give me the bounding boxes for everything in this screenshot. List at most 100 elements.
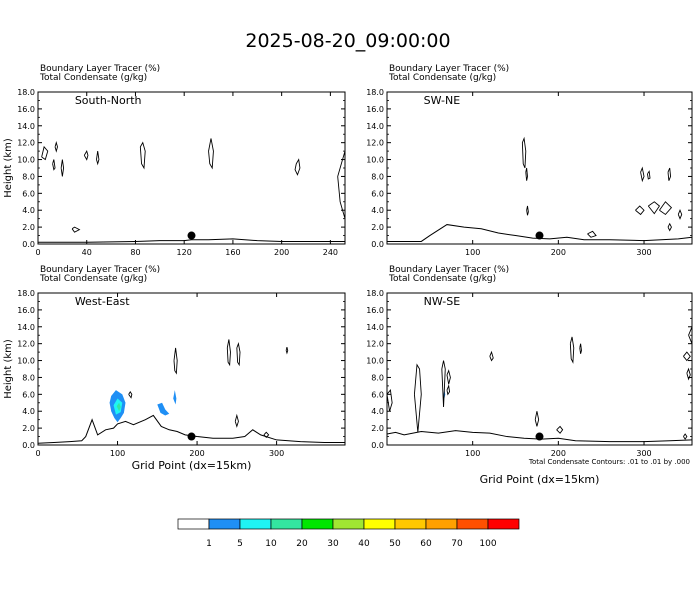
tracer-contour: [683, 351, 691, 362]
y-tick-label: 12.0: [366, 139, 384, 148]
tracer-contour: [526, 205, 529, 216]
y-tick-label: 14.0: [366, 323, 384, 332]
panel-frame: [37, 292, 346, 446]
panel-direction-label: West-East: [75, 295, 130, 308]
x-tick-label: 100: [465, 248, 480, 257]
y-tick-label: 2.0: [22, 424, 35, 433]
y-tick-label: 0.0: [22, 240, 35, 249]
colorbar-label: 100: [479, 539, 496, 549]
x-tick-label: 300: [636, 248, 651, 257]
y-tick-label: 14.0: [17, 122, 35, 131]
tracer-contour: [441, 360, 446, 408]
colorbar-label: 30: [327, 539, 339, 549]
x-tick-label: 0: [35, 449, 40, 458]
x-tick-label: 300: [636, 449, 651, 458]
tracer-contour: [71, 226, 81, 233]
contour-footnote: Total Condensate Contours: .01 to .01 by…: [528, 458, 690, 466]
y-tick-label: 4.0: [371, 407, 384, 416]
colorbar-swatch: [394, 518, 427, 530]
panel-frame: [386, 292, 693, 446]
x-axis-label: Grid Point (dx=15km): [132, 459, 252, 472]
y-tick-label: 2.0: [371, 424, 384, 433]
colorbar-swatch: [487, 518, 520, 530]
location-marker: [187, 231, 196, 240]
page-title: 2025-08-20_09:00:00: [245, 30, 451, 52]
y-tick-label: 14.0: [17, 323, 35, 332]
tracer-contour: [569, 336, 575, 364]
tracer-contour: [96, 151, 100, 166]
y-tick-label: 10.0: [366, 357, 384, 366]
panel-var2-label: Total Condensate (g/kg): [39, 274, 147, 284]
y-tick-label: 0.0: [22, 441, 35, 450]
y-tick-label: 8.0: [22, 373, 35, 382]
tracer-contour: [294, 158, 301, 176]
y-tick-label: 6.0: [371, 390, 384, 399]
x-tick-label: 300: [269, 449, 284, 458]
colorbar-swatch: [239, 518, 272, 530]
panel-var1-label: Boundary Layer Tracer (%): [40, 265, 160, 275]
y-tick-label: 18.0: [17, 289, 35, 298]
tracer-contour: [386, 389, 393, 412]
tracer-contour: [413, 363, 422, 433]
panel-var1-label: Boundary Layer Tracer (%): [389, 265, 509, 275]
panel-var2-label: Total Condensate (g/kg): [388, 73, 496, 83]
colorbar-label: 20: [296, 539, 308, 549]
tracer-contour: [234, 413, 239, 428]
colorbar-swatch: [363, 518, 396, 530]
terrain-line: [387, 224, 693, 242]
panel-frame: [37, 91, 346, 245]
y-tick-label: 2.0: [22, 223, 35, 232]
x-tick-label: 80: [130, 248, 140, 257]
location-marker: [535, 432, 544, 441]
chart-panel-4: Boundary Layer Tracer (%) Total Condensat…: [366, 265, 693, 486]
colorbar-swatch: [425, 518, 458, 530]
y-axis-label: Height (km): [3, 138, 14, 198]
panel-direction-label: SW-NE: [424, 94, 461, 107]
y-tick-label: 10.0: [17, 357, 35, 366]
y-tick-label: 16.0: [17, 306, 35, 315]
colorbar-label: 50: [389, 539, 401, 549]
tracer-contour: [139, 141, 146, 170]
y-tick-label: 14.0: [366, 122, 384, 131]
tracer-contour: [534, 411, 540, 427]
y-tick-label: 6.0: [22, 390, 35, 399]
condensate-fill: [116, 402, 121, 412]
colorbar-swatch: [456, 518, 489, 530]
y-tick-label: 12.0: [366, 340, 384, 349]
tracer-contour: [579, 343, 582, 354]
panel-direction-label: South-North: [75, 94, 142, 107]
chart-panel-2: Boundary Layer Tracer (%)Total Condensat…: [366, 64, 693, 257]
y-tick-label: 8.0: [371, 373, 384, 382]
tracer-contour: [683, 433, 688, 440]
colorbar-swatch: [208, 518, 241, 530]
y-tick-label: 0.0: [371, 441, 384, 450]
panel-frame: [386, 91, 693, 245]
colorbar-swatch: [177, 518, 210, 530]
y-tick-label: 18.0: [17, 88, 35, 97]
y-tick-label: 18.0: [366, 88, 384, 97]
y-tick-label: 10.0: [366, 156, 384, 165]
tracer-contour: [635, 205, 645, 216]
x-tick-label: 0: [35, 248, 40, 257]
terrain-line: [37, 414, 345, 444]
tracer-contour: [226, 339, 231, 367]
tracer-contour: [525, 167, 528, 181]
tracer-contour: [60, 159, 65, 177]
colorbar-label: 70: [451, 539, 463, 549]
x-tick-label: 200: [551, 449, 566, 458]
location-marker: [187, 432, 196, 441]
colorbar-swatch: [270, 518, 303, 530]
panel-var1-label: Boundary Layer Tracer (%): [389, 64, 509, 74]
tracer-contour: [83, 149, 89, 161]
y-tick-label: 2.0: [371, 223, 384, 232]
y-tick-label: 0.0: [371, 240, 384, 249]
tracer-contour: [521, 136, 527, 169]
colorbar-label: 1: [206, 539, 212, 549]
y-tick-label: 8.0: [22, 172, 35, 181]
x-tick-label: 100: [465, 449, 480, 458]
x-tick-label: 200: [551, 248, 566, 257]
y-tick-label: 6.0: [22, 189, 35, 198]
tracer-contour: [446, 369, 451, 385]
x-tick-label: 120: [177, 248, 192, 257]
